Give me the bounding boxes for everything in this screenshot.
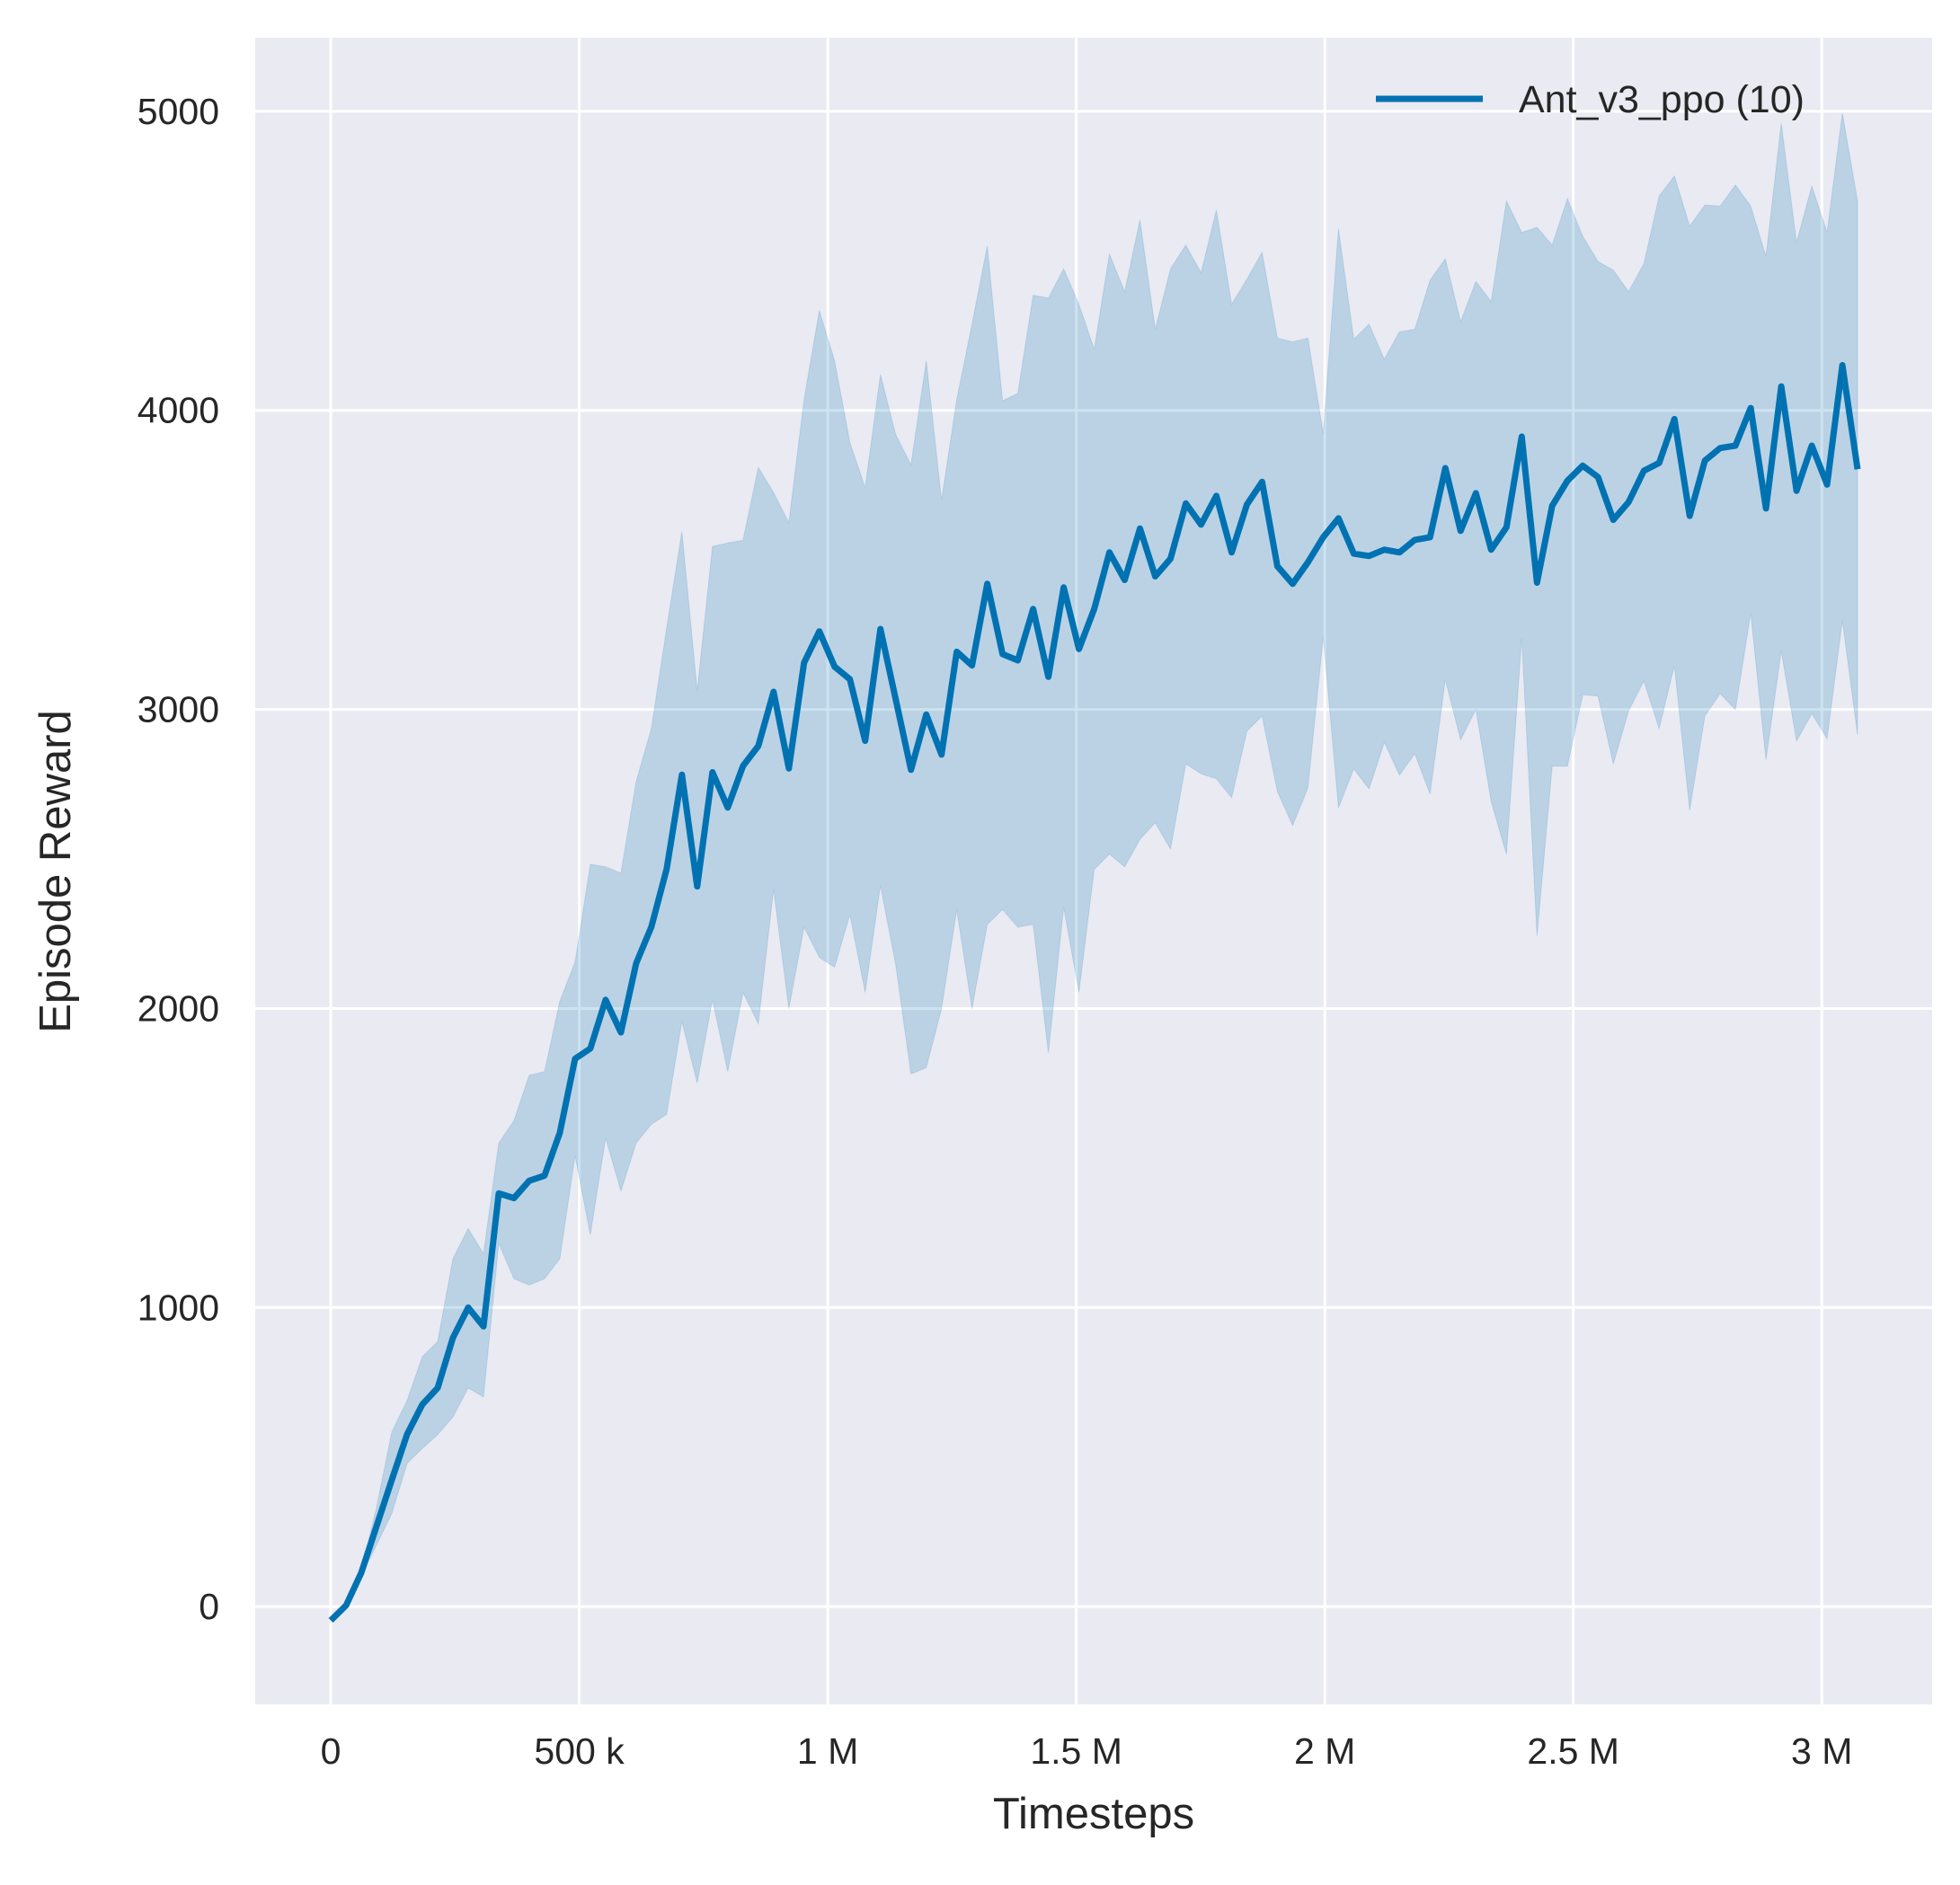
x-tick-label: 0: [321, 1730, 341, 1772]
y-tick-label: 3000: [137, 689, 219, 730]
grid: [255, 38, 1932, 1704]
y-tick-label: 0: [199, 1586, 219, 1627]
x-tick-label: 3 M: [1791, 1730, 1852, 1772]
x-tick-label: 500 k: [534, 1730, 625, 1772]
y-tick-label: 1000: [137, 1287, 219, 1328]
x-axis-label: Timesteps: [993, 1790, 1194, 1838]
y-axis-label: Episode Reward: [31, 710, 80, 1033]
y-tick-label: 5000: [137, 91, 219, 132]
y-tick-label: 2000: [137, 987, 219, 1029]
plot-background: [255, 38, 1932, 1704]
mean-line: [328, 362, 1861, 1623]
y-tick-label: 4000: [137, 390, 219, 431]
tick-labels: 0 500 k 1 M 1.5 M 2 M 2.5 M 3 M 0 1000 2000 3000 40…: [137, 91, 1853, 1772]
legend: Ant_v3_ppo (10): [1376, 78, 1805, 121]
legend-label: Ant_v3_ppo (10): [1519, 78, 1805, 121]
x-tick-label: 2 M: [1294, 1730, 1355, 1772]
x-tick-label: 1 M: [797, 1730, 858, 1772]
x-tick-label: 1.5 M: [1030, 1730, 1122, 1772]
x-tick-label: 2.5 M: [1527, 1730, 1619, 1772]
